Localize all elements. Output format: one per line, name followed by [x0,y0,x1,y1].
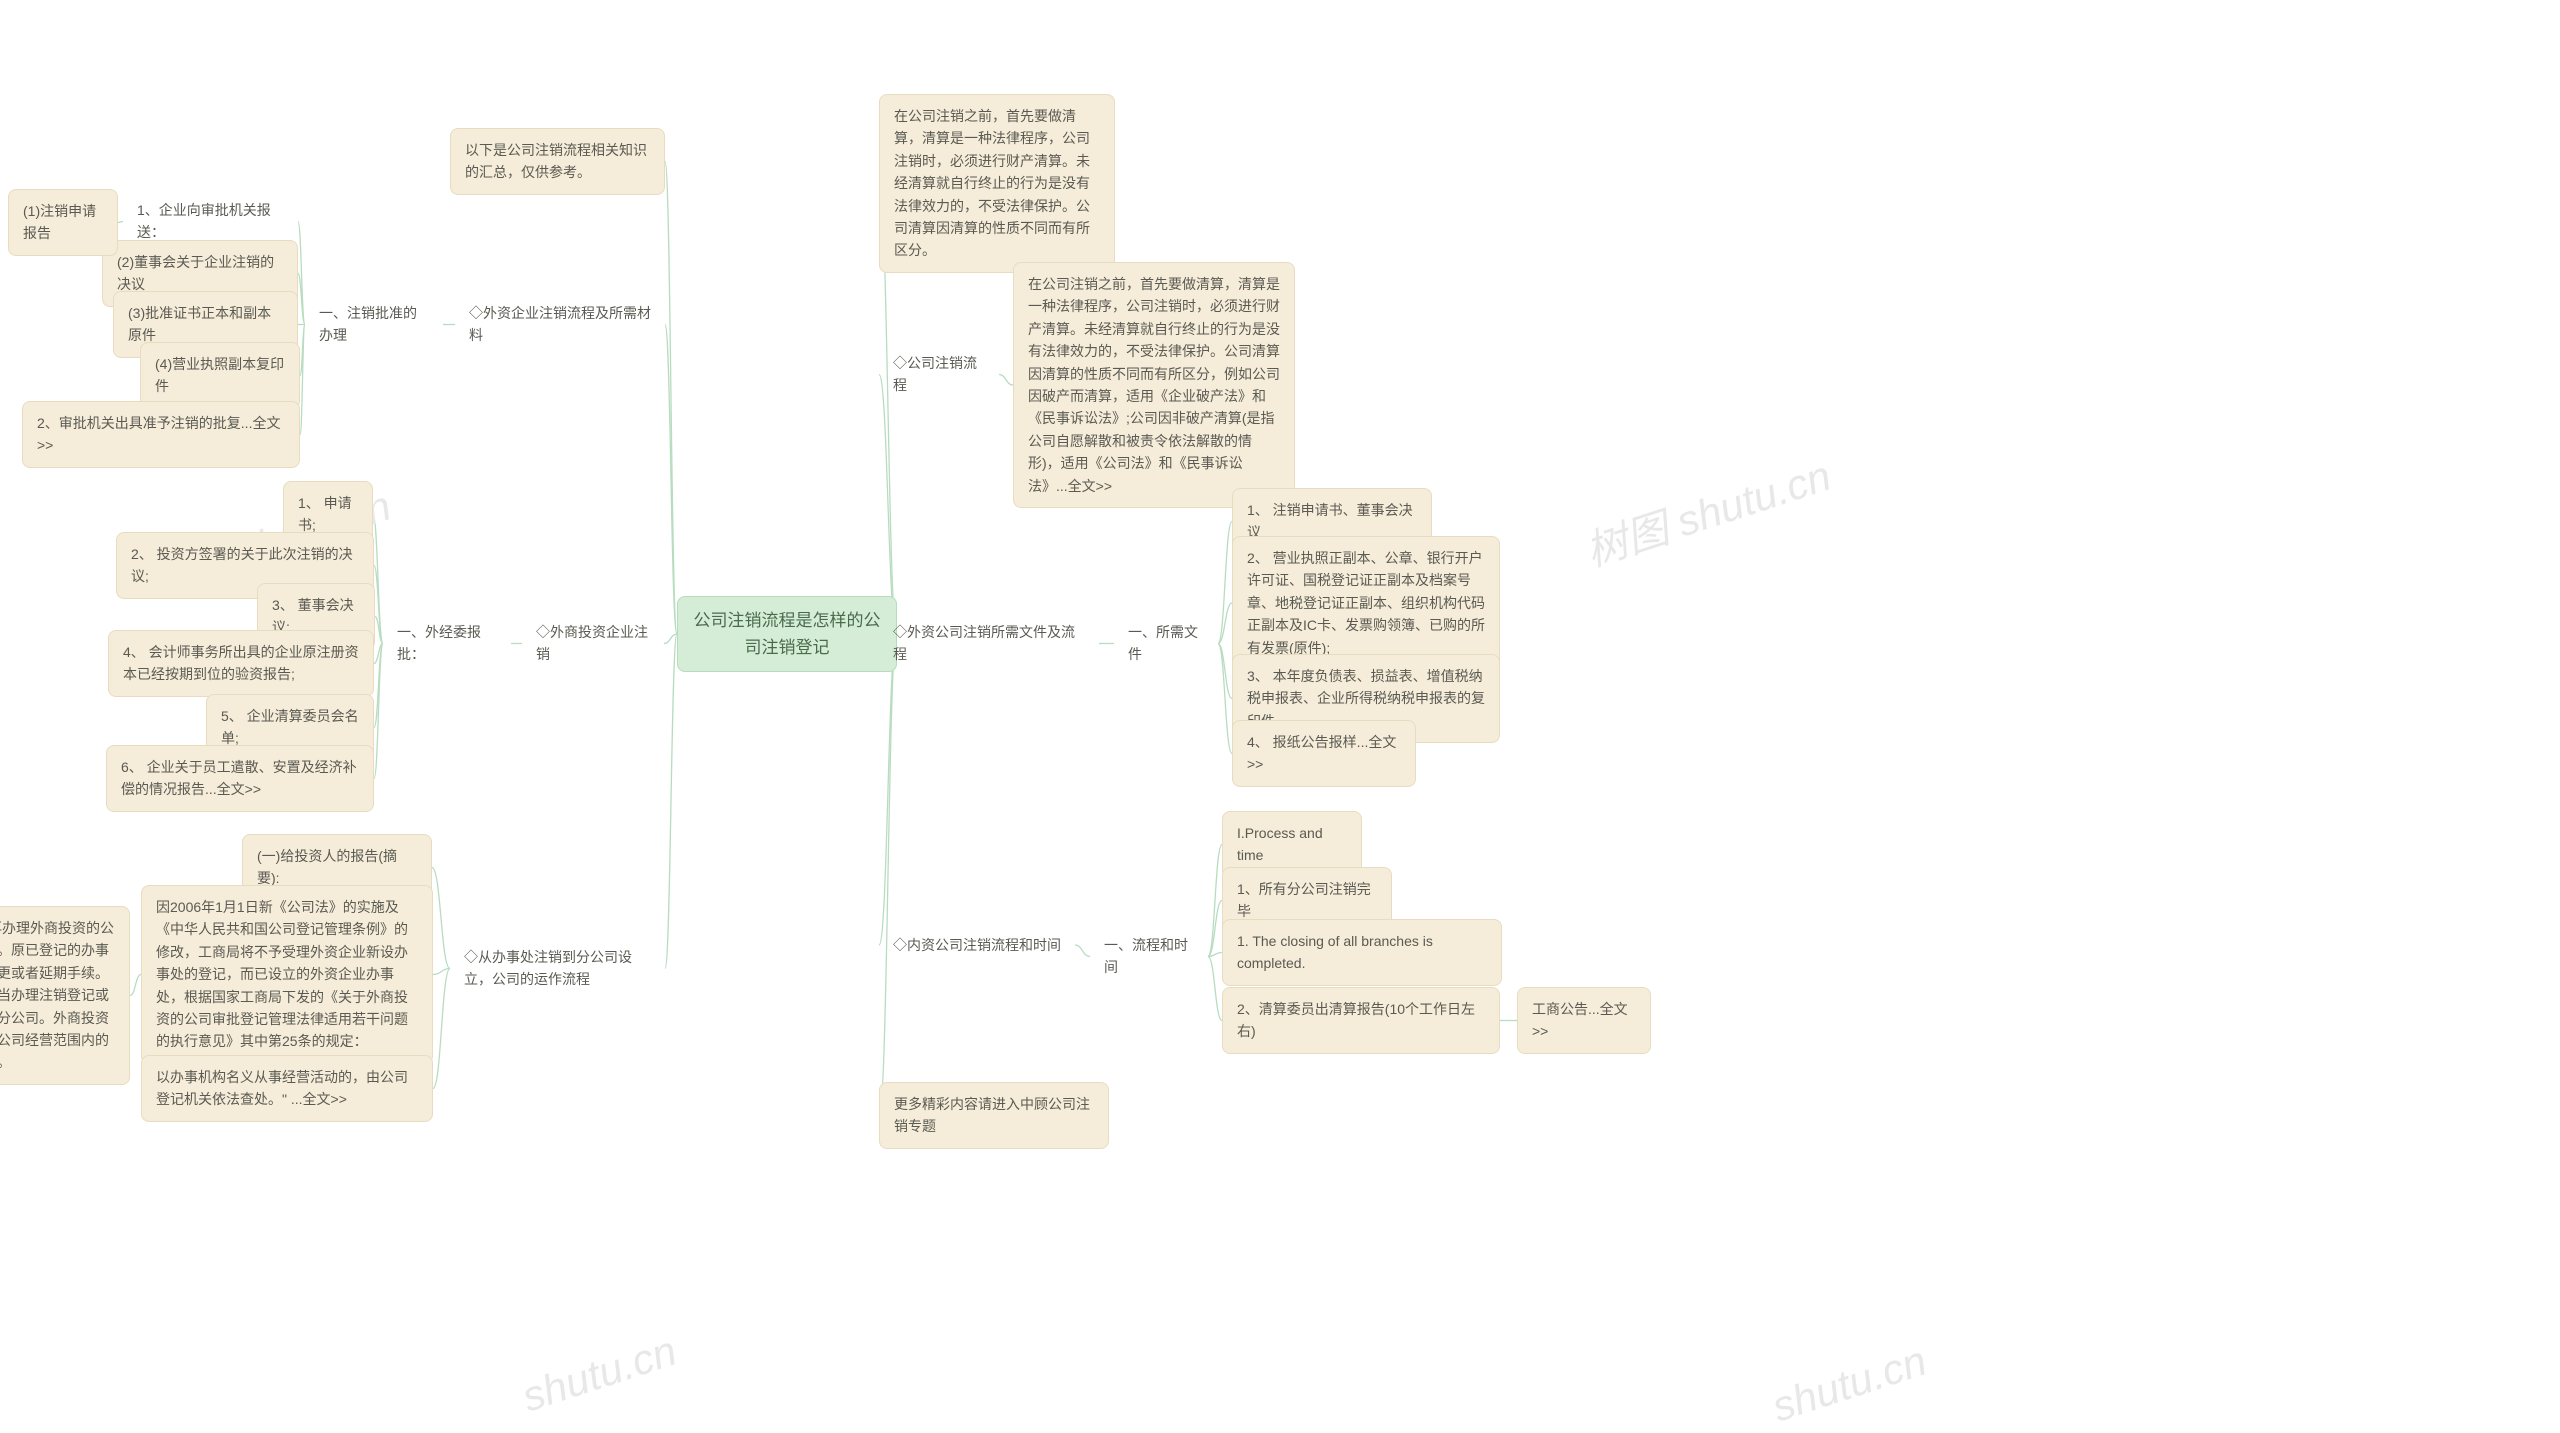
mindmap-node[interactable]: 2、清算委员出清算报告(10个工作日左右) [1222,987,1500,1054]
watermark: 树图 shutu.cn [1577,442,1838,579]
mindmap-node[interactable]: "公司登记机关不再办理外商投资的公司办事机构的登记。原已登记的办事机构，不再办理… [0,906,130,1085]
mindmap-node[interactable]: 1. The closing of all branches is comple… [1222,919,1502,986]
mindmap-node[interactable]: (4)营业执照副本复印件 [140,342,300,409]
mindmap-node[interactable]: 以下是公司注销流程相关知识的汇总，仅供参考。 [450,128,665,195]
watermark: shutu.cn [516,1327,682,1422]
mindmap-node[interactable]: 2、 营业执照正副本、公章、银行开户许可证、国税登记证正副本及档案号章、地税登记… [1232,536,1500,670]
mindmap-root[interactable]: 公司注销流程是怎样的公司注销登记 [677,596,897,672]
mindmap-node[interactable]: ◇从办事处注销到分公司设立，公司的运作流程 [450,936,665,1001]
mindmap-node[interactable]: 在公司注销之前，首先要做清算，清算是一种法律程序，公司注销时，必须进行财产清算。… [879,94,1115,273]
mindmap-node[interactable]: 2、审批机关出具准予注销的批复...全文>> [22,401,300,468]
mindmap-node[interactable]: 一、流程和时间 [1090,924,1208,989]
mindmap-node[interactable]: 一、外经委报批： [383,611,511,676]
mindmap-node[interactable]: ◇外资公司注销所需文件及流程 [879,611,1099,676]
mindmap-node[interactable]: 4、 报纸公告报样...全文>> [1232,720,1416,787]
mindmap-node[interactable]: 以办事机构名义从事经营活动的，由公司登记机关依法查处。" ...全文>> [141,1055,433,1122]
mindmap-node[interactable]: 一、所需文件 [1114,611,1218,676]
mindmap-node[interactable]: 4、 会计师事务所出具的企业原注册资本已经按期到位的验资报告; [108,630,374,697]
mindmap-node[interactable]: 因2006年1月1日新《公司法》的实施及《中华人民共和国公司登记管理条例》的修改… [141,885,433,1064]
watermark: shutu.cn [1766,1337,1932,1432]
mindmap-node[interactable]: 6、 企业关于员工遣散、安置及经济补偿的情况报告...全文>> [106,745,374,812]
mindmap-node[interactable]: ◇外资企业注销流程及所需材料 [455,292,665,357]
mindmap-node[interactable]: 工商公告...全文>> [1517,987,1651,1054]
mindmap-node[interactable]: 更多精彩内容请进入中顾公司注销专题 [879,1082,1109,1149]
mindmap-node[interactable]: ◇外商投资企业注销 [522,611,664,676]
mindmap-node[interactable]: 一、注销批准的办理 [305,292,443,357]
mindmap-node[interactable]: 在公司注销之前，首先要做清算，清算是一种法律程序，公司注销时，必须进行财产清算。… [1013,262,1295,508]
mindmap-node[interactable]: (1)注销申请报告 [8,189,118,256]
mindmap-node[interactable]: ◇内资公司注销流程和时间 [879,924,1075,966]
mindmap-node[interactable]: ◇公司注销流程 [879,342,999,407]
